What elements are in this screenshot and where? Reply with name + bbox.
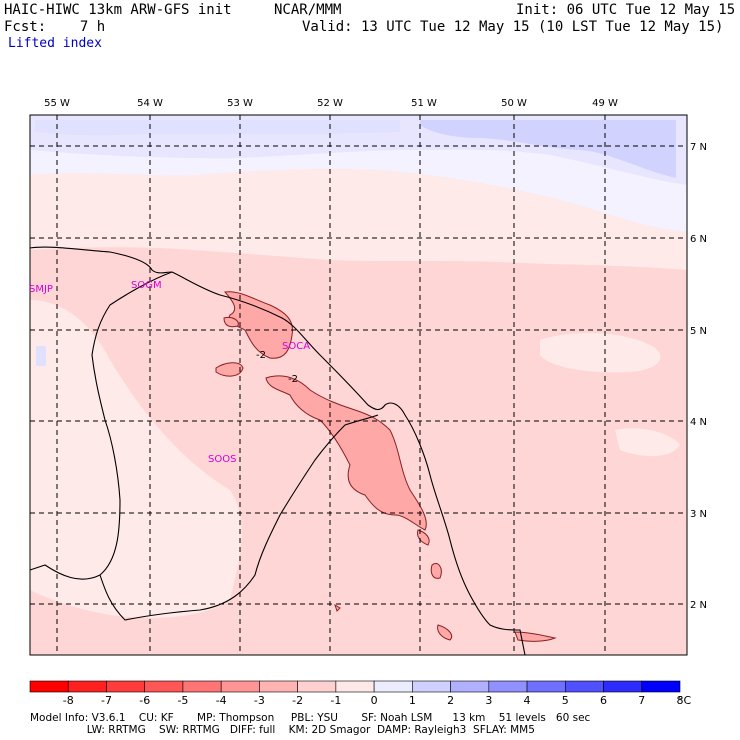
colorbar-swatch [259,680,298,693]
colorbar-swatch [67,680,107,693]
colorbar-swatch [182,680,222,693]
org-label: NCAR/MMM [274,2,342,18]
lat-label-3n: 3 N [690,509,707,520]
colorbar-label: -5 [177,694,188,707]
map-frame [29,114,688,656]
station-soos: SOOS [208,454,236,465]
lon-label-53w: 53 W [227,98,253,109]
colorbar-unit: °C [678,694,692,707]
colorbar-label: 1 [409,694,416,707]
colorbar-swatch [373,680,413,693]
forecast-hour: Fcst: 7 h [4,19,106,35]
border-west [29,271,173,580]
colorbar-swatch [641,680,681,693]
lon-label-49w: 49 W [592,98,618,109]
lat-label-4n: 4 N [690,417,707,428]
contour-label: -2 [256,350,266,361]
colorbar: -8 -7 -6 -5 -4 -3 -2 -1 0 1 2 3 4 5 6 7 8°C [29,680,692,707]
colorbar-label: -6 [139,694,150,707]
colorbar-label: -1 [330,694,341,707]
lat-label-7n: 7 N [690,142,707,153]
colorbar-label: 7 [638,694,645,707]
colorbar-label: 6 [600,694,607,707]
lon-labels: 55 W 54 W 53 W 52 W 51 W 50 W 49 W [44,98,618,109]
colorbar-label: 3 [485,694,492,707]
colorbar-swatch [144,680,184,693]
colorbar-swatch [526,680,566,693]
lon-label-50w: 50 W [501,98,527,109]
lat-label-2n: 2 N [690,600,707,611]
model-title: HAIC-HIWC 13km ARW-GFS init [4,2,232,18]
colorbar-label: 0 [371,694,378,707]
lat-label-5n: 5 N [690,326,707,337]
colorbar-label: -8 [63,694,74,707]
station-smjp: SMJP [29,284,53,295]
colorbar-swatch [488,680,528,693]
colorbar-label: -4 [216,694,227,707]
lon-label-52w: 52 W [317,98,343,109]
colorbar-label: 5 [562,694,569,707]
colorbar-swatch [450,680,490,693]
map-panel [29,114,688,656]
colorbar-label: -7 [101,694,112,707]
colorbar-swatch [335,680,375,693]
border-east [99,414,379,621]
footer-physics-info: LW: RRTMG SW: RRTMG DIFF: full KM: 2D Sm… [30,724,535,736]
colorbar-label: -2 [292,694,303,707]
lat-lon-grid [30,115,687,655]
lon-label-55w: 55 W [44,98,70,109]
colorbar-swatch [106,680,146,693]
colorbar-swatch [220,680,260,693]
station-sogm: SOGM [131,280,162,291]
colorbar-swatch [29,680,69,693]
colorbar-label: 2 [447,694,454,707]
station-soca: SOCA [282,341,310,352]
contour-label: -2 [288,374,298,385]
init-time: Init: 06 UTC Tue 12 May 15 [516,2,736,18]
colorbar-label: 8 [677,694,684,707]
colorbar-swatch [603,680,643,693]
colorbar-swatch [564,680,604,693]
lat-labels: 7 N 6 N 5 N 4 N 3 N 2 N [690,142,707,611]
field-name: Lifted index [8,36,102,51]
coastline [29,246,526,656]
lat-label-6n: 6 N [690,234,707,245]
colorbar-swatch [297,680,337,693]
colorbar-label: 4 [524,694,531,707]
lon-label-54w: 54 W [137,98,163,109]
colorbar-swatch [412,680,451,693]
footer-model-info: Model Info: V3.6.1 CU: KF MP: Thompson P… [30,712,591,724]
lon-label-51w: 51 W [411,98,437,109]
colorbar-label: -3 [254,694,265,707]
valid-time: Valid: 13 UTC Tue 12 May 15 (10 LST Tue … [302,19,724,35]
